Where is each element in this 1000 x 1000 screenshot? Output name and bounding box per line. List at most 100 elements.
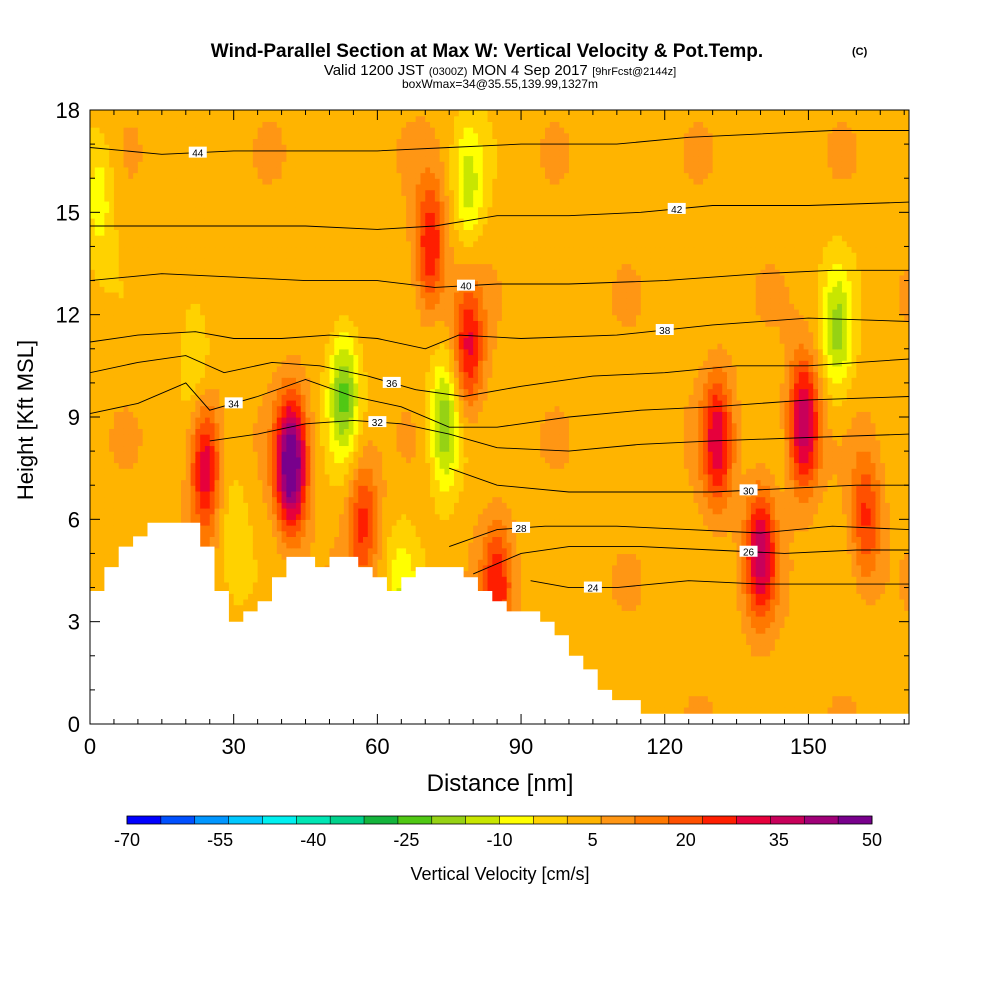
w-field-cell [477,581,484,589]
w-field-cell [827,667,833,674]
w-field-cell [770,644,776,651]
w-field-cell [659,581,666,589]
w-field-cell [731,593,738,600]
w-field-cell [621,661,628,668]
w-field-cell [659,638,666,646]
w-field-cell [803,672,810,680]
w-field-cell [636,587,642,594]
w-field-cell [774,576,781,583]
w-field-cell [252,581,259,589]
w-field-cell [760,684,766,691]
w-field-cell [588,633,594,640]
w-field-cell [612,638,618,646]
w-field-cell [707,701,714,708]
w-field-cell [856,684,862,691]
w-field-cell [631,564,637,572]
w-field-cell [798,633,805,640]
w-field-cell [861,627,867,634]
w-field-cell [703,598,709,606]
w-field-cell [774,701,781,708]
w-field-cell [822,593,829,600]
w-field-cell [640,570,647,577]
w-field-cell [664,570,671,577]
w-field-cell [396,564,402,572]
w-field-cell [727,604,733,611]
w-field-cell [631,667,637,674]
w-field-cell [727,593,733,600]
w-field-cell [846,701,853,708]
w-field-cell [636,655,642,663]
w-field-cell [731,684,738,691]
w-field-cell [592,598,599,606]
w-field-cell [851,678,857,685]
w-field-cell [664,638,671,646]
w-field-cell [616,689,623,697]
w-field-cell [477,570,484,577]
w-field-cell [659,678,666,685]
w-field-cell [578,598,584,606]
w-field-cell [228,587,235,594]
w-field-cell [899,655,905,663]
w-field-cell [573,627,580,634]
w-field-cell [626,581,632,589]
w-field-cell [707,672,714,680]
w-field-cell [597,672,604,680]
w-field-cell [650,661,656,668]
w-field-cell [616,661,623,668]
w-field-cell [94,576,101,583]
w-field-cell [281,559,287,566]
w-field-cell [626,593,632,600]
w-field-cell [554,615,560,623]
w-field-cell [770,581,776,589]
w-field-cell [803,559,810,566]
w-field-cell [870,587,877,594]
w-field-cell [703,559,709,566]
w-field-cell [616,615,623,623]
w-field-cell [899,644,905,651]
w-field-cell [731,650,738,657]
w-field-cell [736,661,742,668]
w-field-cell [779,559,786,566]
w-field-cell [674,627,680,634]
w-field-cell [736,644,742,651]
w-field-cell [588,593,594,600]
w-field-cell [602,593,608,600]
w-field-cell [583,655,589,663]
w-field-cell [712,655,719,663]
w-field-cell [741,689,747,697]
w-field-cell [238,576,244,583]
w-field-cell [750,678,757,685]
w-field-cell [841,615,848,623]
w-field-cell [228,559,235,566]
w-field-cell [707,564,714,572]
w-field-cell [846,610,853,617]
w-field-cell [645,695,651,702]
w-field-cell [410,564,417,572]
w-field-cell [765,633,771,640]
w-field-cell [497,570,503,577]
w-field-cell [640,587,647,594]
w-field-cell [880,604,886,611]
w-field-cell [659,706,666,714]
w-field-cell [645,559,651,566]
w-field-cell [832,576,838,583]
w-field-cell [798,644,805,651]
w-field-cell [578,627,584,634]
w-field-cell [243,559,249,566]
w-field-cell [789,655,795,663]
w-field-cell [612,667,618,674]
w-field-cell [832,678,838,685]
w-field-cell [679,706,685,714]
w-field-cell [779,701,786,708]
w-field-cell [607,678,613,685]
w-field-cell [636,684,642,691]
w-field-cell [262,570,268,577]
w-field-cell [832,701,838,708]
w-field-cell [545,598,551,606]
w-field-cell [559,604,565,611]
w-field-cell [755,633,762,640]
w-field-cell [698,581,704,589]
w-field-cell [722,593,728,600]
w-field-cell [650,610,656,617]
w-field-cell [616,672,623,680]
